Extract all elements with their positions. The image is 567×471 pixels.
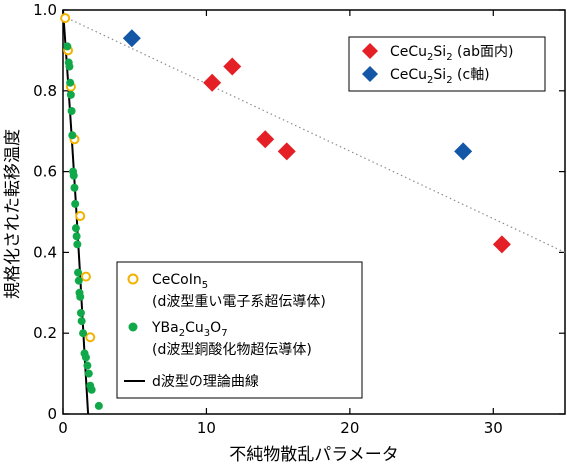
data-point-open-circle [60, 13, 71, 24]
legend-label-subscript: 2 [179, 328, 185, 339]
data-point-filled-circle [67, 107, 76, 115]
legend-label-subscript: 5 [202, 280, 208, 291]
legend-label-part: Si [433, 44, 446, 60]
data-point-filled-circle [71, 224, 80, 233]
legend-marker-diamond [362, 66, 378, 82]
data-point-open-circle [85, 332, 96, 343]
data-point-filled-circle [63, 42, 72, 51]
data-point-open-circle [80, 271, 91, 282]
legend-entries-top-right: CeCu2Si2 (ab面内)CeCu2Si2 (c軸) [362, 43, 513, 86]
x-axis-label: 不純物散乱パラメータ [229, 445, 399, 465]
data-point-diamond [122, 29, 141, 48]
y-tick-label: 0.2 [33, 324, 57, 342]
data-point-filled-circle [76, 292, 85, 301]
legend-box-top-right [348, 36, 546, 92]
legend-note: (d波型銅酸化物超伝導体) [152, 342, 312, 358]
x-tick-label: 10 [197, 419, 216, 437]
data-point-filled-circle [72, 232, 81, 241]
data-point-filled-circle [74, 276, 83, 285]
data-point-filled-circle [70, 183, 79, 192]
legend-label-part: Si [433, 67, 446, 83]
legend-label: d波型の理論曲線 [152, 374, 259, 390]
data-point-filled-circle [83, 361, 92, 370]
legend-label-part: CeCoIn [152, 272, 202, 288]
data-point-filled-circle [79, 329, 88, 338]
data-point-filled-circle [66, 78, 75, 87]
legend-label: YBa2Cu3O7 [151, 320, 228, 339]
legend-box-bottom-left [116, 261, 363, 399]
y-tick-label: 0.8 [33, 82, 57, 100]
y-tick-label: 1.0 [33, 1, 57, 19]
data-point-filled-circle [65, 62, 74, 71]
data-point-diamond [454, 142, 473, 161]
legend-label: CeCu2Si2 (ab面内) [390, 44, 513, 63]
legend-entries-bottom-left: CeCoIn5 (d波型重い電子系超伝導体) YBa2Cu3O7 (d波型銅酸化物超伝… [124, 272, 326, 390]
data-point-filled-circle [73, 240, 82, 249]
legend-label-subscript: 2 [446, 52, 452, 63]
legend-label-part: (ab面内) [453, 44, 514, 60]
data-point-diamond [256, 130, 275, 149]
axis-ticks: 0 10 20 30 0 0.2 0.4 0.6 0.8 1.0 [33, 1, 565, 437]
legend-marker-filled-circle [128, 322, 138, 332]
data-points [60, 13, 511, 410]
y-tick-label: 0.4 [33, 243, 57, 261]
data-point-filled-circle [74, 268, 83, 277]
data-point-filled-circle [69, 171, 78, 180]
legend-label-subscript: 2 [427, 75, 433, 86]
y-axis-label: 規格化された転移温度 [3, 129, 23, 299]
legend-label-subscript: 2 [446, 75, 452, 86]
legend-label-part: O [210, 320, 221, 336]
data-point-filled-circle [81, 353, 90, 362]
y-tick-label: 0.6 [33, 163, 57, 181]
legend-marker-open-circle [127, 273, 139, 285]
legend-label-part: CeCu [390, 67, 427, 83]
legend-label: CeCu2Si2 (c軸) [390, 67, 490, 86]
legend-label-part: (c軸) [453, 67, 490, 83]
x-tick-label: 20 [340, 419, 359, 437]
legend-label: CeCoIn5 [152, 272, 208, 291]
data-point-diamond [223, 57, 242, 76]
y-tick-label: 0 [47, 405, 57, 423]
legend-label-part: Cu [185, 320, 204, 336]
data-point-filled-circle [94, 401, 103, 410]
legend-label-subscript: 7 [221, 328, 227, 339]
legend-label-subscript: 3 [204, 328, 210, 339]
legend-top-right: CeCu2Si2 (ab面内)CeCu2Si2 (c軸) [348, 36, 546, 92]
data-point-filled-circle [84, 369, 93, 378]
x-tick-label: 30 [484, 419, 503, 437]
x-tick-label: 0 [58, 419, 68, 437]
legend-label-subscript: 2 [427, 52, 433, 63]
data-point-filled-circle [87, 385, 96, 394]
legend-note: (d波型重い電子系超伝導体) [152, 294, 326, 310]
data-point-filled-circle [68, 131, 77, 140]
data-point-diamond [203, 73, 222, 92]
data-point-filled-circle [77, 317, 86, 326]
legend-label-part: CeCu [390, 44, 427, 60]
data-point-diamond [277, 142, 296, 161]
data-point-filled-circle [76, 309, 85, 317]
legend-marker-diamond [362, 43, 378, 59]
legend-bottom-left: CeCoIn5 (d波型重い電子系超伝導体) YBa2Cu3O7 (d波型銅酸化物超伝… [116, 261, 363, 399]
data-point-filled-circle [71, 199, 80, 208]
legend-label-part: YBa [151, 320, 179, 336]
data-point-filled-circle [66, 90, 75, 99]
data-point-open-circle [75, 211, 86, 222]
data-point-diamond [492, 235, 511, 254]
